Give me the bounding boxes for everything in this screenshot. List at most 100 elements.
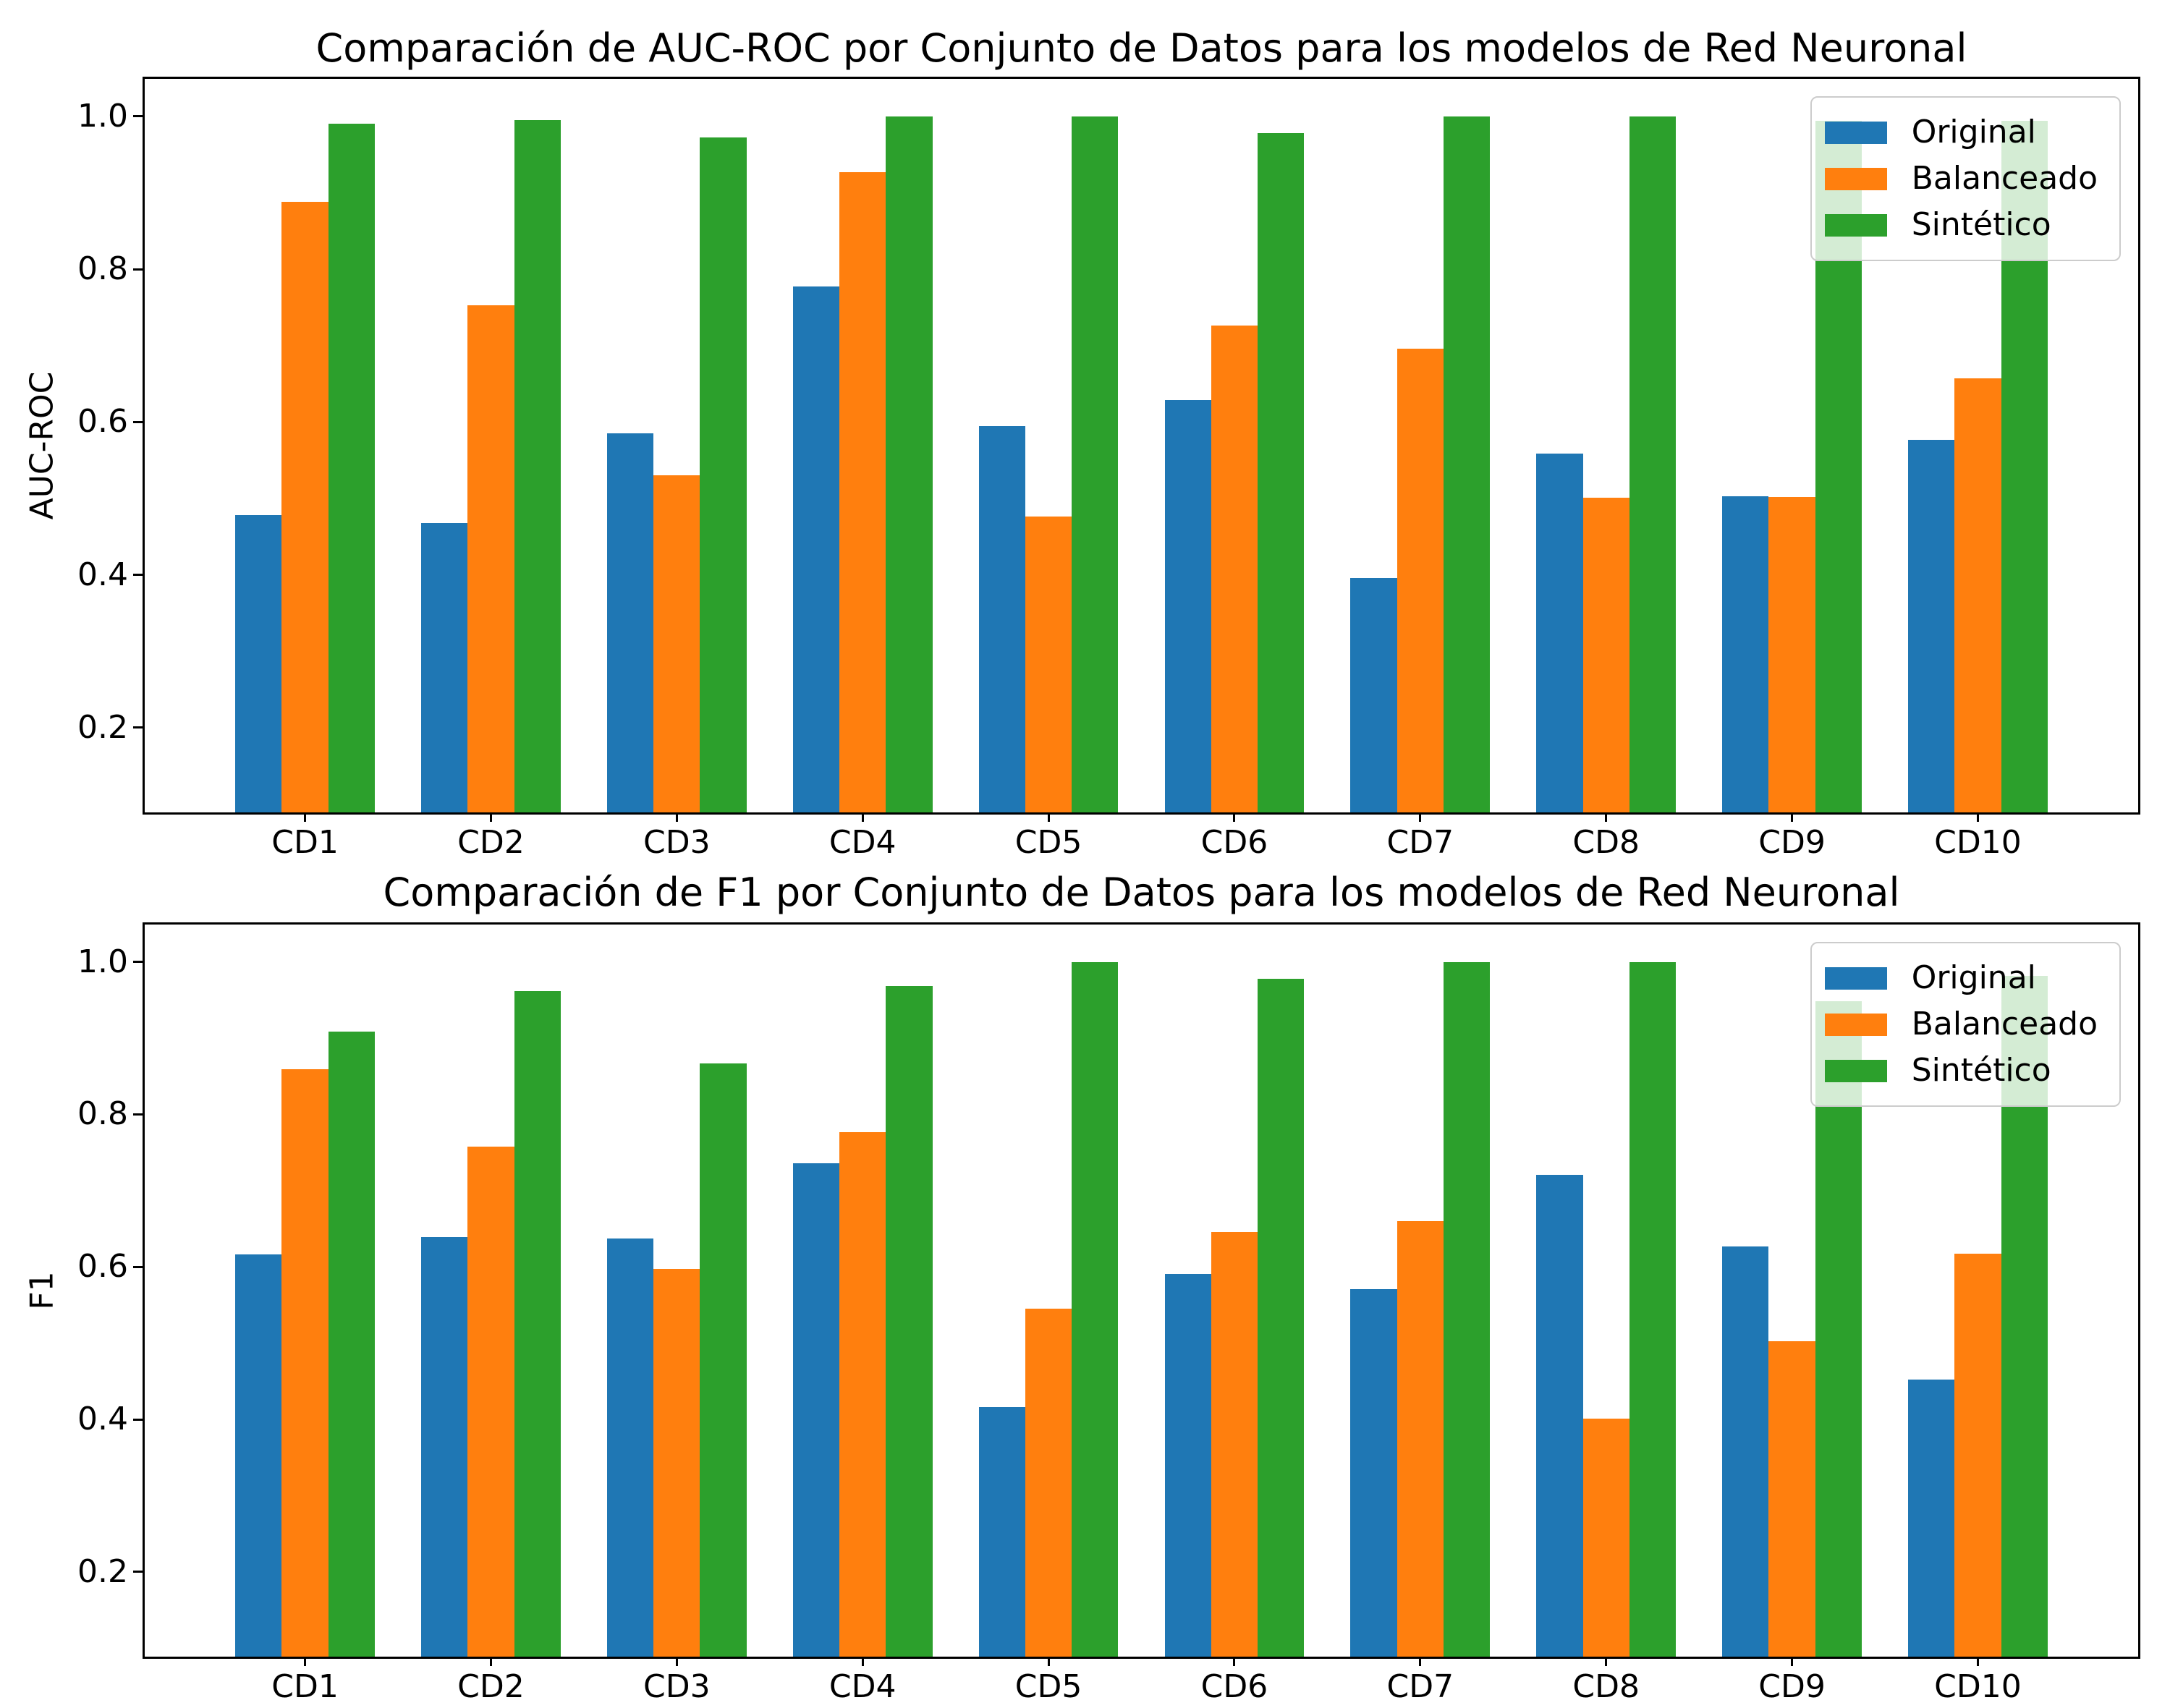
bar-CD1-Balanceado (281, 202, 329, 812)
x-tick-label: CD10 (1934, 824, 2022, 861)
auc-roc-plot-area: 0.2 0.4 0.6 0.8 1.0 CD1 CD2 CD3 CD4 CD5 CD6 CD7 CD8 C… (77, 77, 2140, 861)
y-tick (133, 1113, 143, 1116)
x-tick (675, 1657, 678, 1666)
x-tick-label: CD1 (271, 824, 339, 861)
bar-CD7-Sintético (1443, 961, 1491, 1657)
bar-CD9-Original (1722, 496, 1769, 812)
legend-swatch-Original (1824, 966, 1887, 990)
auc-roc-chart-title: Comparación de AUC-ROC por Conjunto de D… (315, 25, 1967, 71)
y-tick (133, 420, 143, 423)
bar-CD9-Original (1722, 1246, 1769, 1657)
x-tick (1419, 812, 1422, 822)
bar-CD6-Sintético (1258, 978, 1305, 1657)
y-tick (133, 1418, 143, 1421)
bar-CD8-Balanceado (1582, 497, 1629, 812)
x-tick (1419, 1657, 1422, 1666)
bar-CD4-Original (792, 1163, 840, 1657)
bar-CD4-Balanceado (839, 171, 886, 812)
x-tick (489, 812, 492, 822)
y-tick-label: 0.4 (77, 1401, 128, 1438)
x-tick (489, 1657, 492, 1666)
x-tick (1791, 1657, 1794, 1666)
x-tick-label: CD5 (1014, 1668, 1082, 1705)
x-tick-label: CD8 (1572, 824, 1640, 861)
x-tick-label: CD6 (1200, 1668, 1268, 1705)
bar-CD3-Original (606, 433, 654, 812)
bar-CD7-Balanceado (1396, 1221, 1444, 1657)
bar-CD6-Balanceado (1211, 326, 1258, 812)
bar-CD2-Original (421, 1237, 468, 1657)
bar-CD8-Sintético (1629, 116, 1677, 812)
x-tick-label: CD6 (1200, 824, 1268, 861)
x-tick-label: CD3 (643, 1668, 711, 1705)
x-tick (1233, 1657, 1236, 1666)
y-tick-label: 0.2 (77, 1552, 128, 1590)
x-tick-label: CD10 (1934, 1668, 2022, 1705)
y-tick-label: 0.6 (77, 403, 128, 441)
x-tick (1047, 812, 1050, 822)
bar-CD5-Original (978, 1407, 1025, 1657)
y-tick-label: 0.4 (77, 556, 128, 593)
y-tick (133, 1571, 143, 1573)
bar-CD3-Balanceado (653, 475, 700, 812)
bar-CD5-Balanceado (1025, 517, 1072, 812)
bar-CD4-Balanceado (839, 1131, 886, 1657)
legend-label: Balanceado (1911, 160, 2098, 197)
x-tick (304, 812, 307, 822)
x-tick (1047, 1657, 1050, 1666)
x-tick (1233, 812, 1236, 822)
x-tick-label: CD3 (643, 824, 711, 861)
bar-CD6-Original (1164, 399, 1211, 812)
bar-CD8-Original (1536, 1174, 1583, 1657)
x-tick-label: CD5 (1014, 824, 1082, 861)
bar-CD7-Sintético (1443, 116, 1491, 812)
legend-label: Original (1911, 959, 2036, 996)
bar-CD2-Sintético (514, 120, 561, 812)
bar-CD4-Sintético (886, 116, 933, 812)
bar-CD1-Balanceado (281, 1069, 329, 1657)
x-tick (861, 812, 864, 822)
bar-CD8-Sintético (1629, 961, 1677, 1657)
legend: Original Balanceado Sintético (1810, 942, 2121, 1107)
legend-label: Original (1911, 114, 2036, 150)
y-tick-label: 1.0 (77, 97, 128, 135)
x-tick-label: CD4 (828, 1668, 897, 1705)
legend-swatch-Sintético (1824, 1059, 1887, 1082)
bar-CD1-Original (235, 515, 282, 812)
legend-swatch-Original (1824, 121, 1887, 144)
bar-CD7-Balanceado (1396, 348, 1444, 812)
bar-CD10-Balanceado (1954, 1254, 2001, 1657)
legend-item-Sintético: Sintético (1824, 1048, 2098, 1094)
legend-item-Balanceado: Balanceado (1824, 156, 2098, 202)
bar-CD7-Original (1350, 577, 1397, 812)
bar-CD5-Sintético (1072, 116, 1119, 812)
bar-CD6-Original (1164, 1273, 1211, 1657)
bar-CD1-Sintético (328, 1031, 375, 1657)
y-tick (133, 115, 143, 118)
bar-CD6-Balanceado (1211, 1231, 1258, 1657)
bar-CD4-Sintético (886, 986, 933, 1657)
legend-label: Sintético (1911, 1052, 2051, 1089)
bar-CD9-Balanceado (1768, 1341, 1815, 1657)
bar-CD1-Original (235, 1254, 282, 1657)
bar-CD3-Sintético (700, 1063, 747, 1657)
bar-CD2-Balanceado (467, 1146, 514, 1657)
y-tick (133, 726, 143, 729)
bar-CD5-Balanceado (1025, 1309, 1072, 1657)
bar-CD10-Balanceado (1954, 378, 2001, 812)
bar-CD4-Original (792, 286, 840, 812)
legend-item-Balanceado: Balanceado (1824, 1001, 2098, 1048)
x-tick-label: CD7 (1386, 1668, 1454, 1705)
x-tick-label: CD2 (457, 1668, 525, 1705)
x-tick (675, 812, 678, 822)
bar-CD2-Sintético (514, 990, 561, 1657)
x-tick-label: CD1 (271, 1668, 339, 1705)
legend-item-Sintético: Sintético (1824, 202, 2098, 248)
x-tick (1976, 812, 1979, 822)
bar-CD10-Original (1908, 439, 1955, 812)
x-tick (861, 1657, 864, 1666)
y-tick-label: 0.6 (77, 1248, 128, 1286)
legend: Original Balanceado Sintético (1810, 96, 2121, 261)
x-tick (1791, 812, 1794, 822)
